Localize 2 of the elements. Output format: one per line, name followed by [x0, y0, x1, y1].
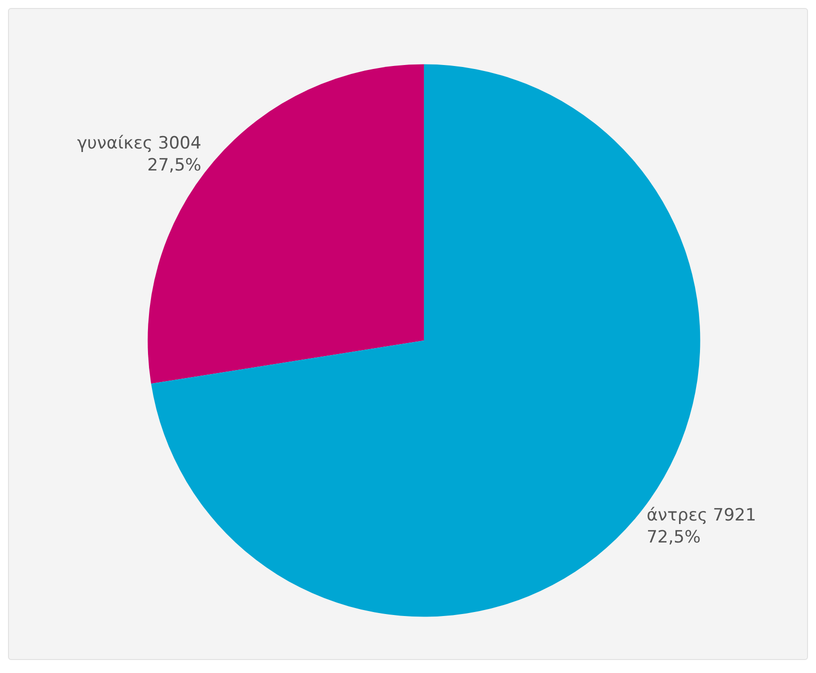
slice-label: άντρες 7921 72,5%: [646, 505, 756, 548]
slice-label: γυναίκες 3004 27,5%: [77, 134, 202, 176]
